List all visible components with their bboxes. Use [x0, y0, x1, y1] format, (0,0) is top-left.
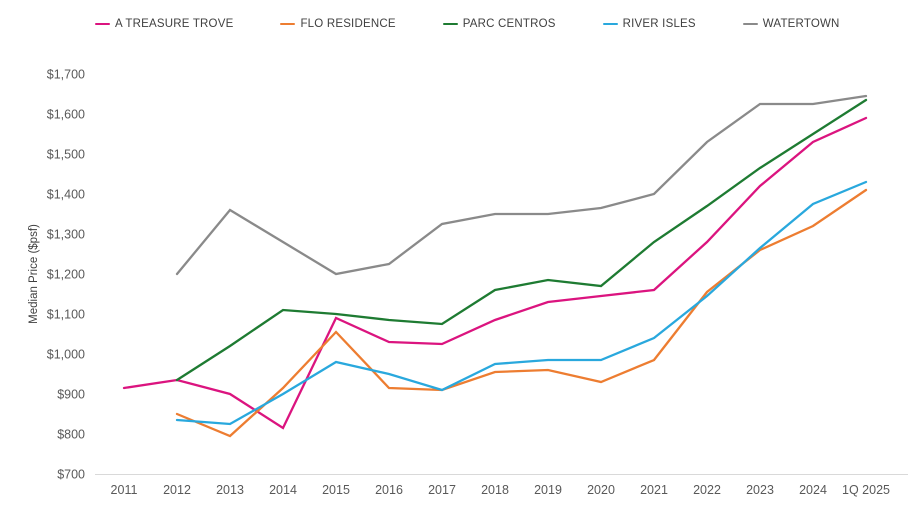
legend-label: WATERTOWN: [762, 18, 840, 30]
legend-item-flo-residence: FLO RESIDENCE: [280, 18, 396, 30]
legend-swatch-icon: [280, 22, 296, 26]
x-tick-label: 2017: [428, 483, 456, 497]
legend-item-parc-centros: PARC CENTROS: [442, 18, 556, 30]
y-tick-label: $1,400: [47, 188, 85, 202]
legend-label: RIVER ISLES: [622, 18, 696, 30]
y-axis-title: Median Price ($psf): [28, 224, 40, 324]
legend-label: PARC CENTROS: [462, 18, 556, 30]
y-tick-label: $1,000: [47, 348, 85, 362]
y-tick-label: $1,700: [47, 68, 85, 82]
x-tick-label: 2022: [693, 483, 721, 497]
x-tick-label: 2021: [640, 483, 668, 497]
y-tick-label: $800: [57, 428, 85, 442]
y-tick-label: $1,200: [47, 268, 85, 282]
y-tick-label: $1,100: [47, 308, 85, 322]
legend-item-watertown: WATERTOWN: [742, 18, 840, 30]
legend-item-a-treasure-trove: A TREASURE TROVE: [95, 18, 233, 30]
series-line-river-isles: [175, 180, 868, 426]
legend-label: FLO RESIDENCE: [300, 18, 396, 30]
legend: A TREASURE TROVE FLO RESIDENCE PARC CENTRO…: [95, 18, 840, 30]
x-tick-label: 2019: [534, 483, 562, 497]
x-tick-label: 2018: [481, 483, 509, 497]
x-tick-label: 2011: [111, 483, 138, 497]
y-tick-label: $700: [57, 468, 85, 482]
x-tick-label: 2016: [375, 483, 403, 497]
x-tick-label: 2015: [322, 483, 350, 497]
x-tick-label: 2020: [587, 483, 615, 497]
y-tick-label: $1,300: [47, 228, 85, 242]
legend-swatch-icon: [602, 22, 618, 26]
y-tick-label: $1,600: [47, 108, 85, 122]
legend-item-river-isles: RIVER ISLES: [602, 18, 696, 30]
y-tick-label: $900: [57, 388, 85, 402]
x-tick-label: 2012: [163, 483, 191, 497]
x-tick-label: 1Q 2025: [842, 483, 890, 497]
series-line-a-treasure-trove: [122, 116, 868, 430]
x-tick-label: 2023: [746, 483, 774, 497]
series-line-parc-centros: [175, 98, 868, 382]
x-tick-label: 2013: [216, 483, 244, 497]
legend-swatch-icon: [742, 22, 758, 26]
x-tick-label: 2014: [269, 483, 297, 497]
legend-label: A TREASURE TROVE: [115, 18, 234, 30]
x-tick-label: 2024: [799, 483, 827, 497]
series-line-watertown: [175, 94, 868, 276]
legend-swatch-icon: [442, 22, 458, 26]
y-tick-label: $1,500: [47, 148, 85, 162]
legend-swatch-icon: [95, 22, 110, 26]
